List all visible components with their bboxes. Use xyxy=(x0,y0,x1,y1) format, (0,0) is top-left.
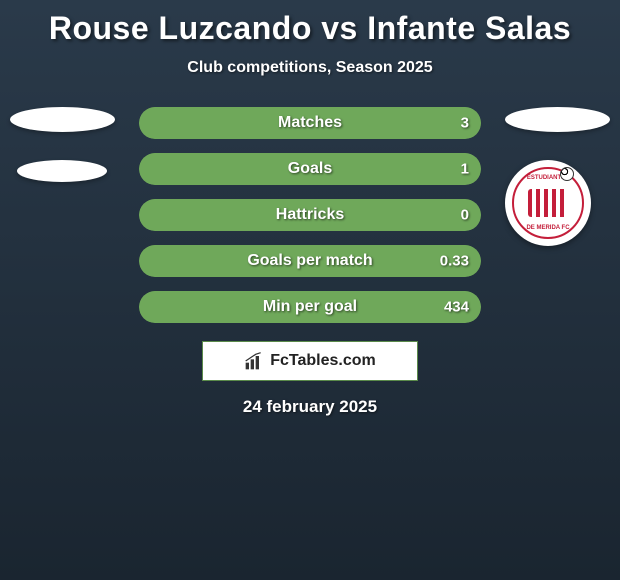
soccer-ball-icon xyxy=(560,167,574,181)
stat-value-right: 1 xyxy=(461,161,469,178)
player-badge-placeholder-small xyxy=(17,160,107,182)
club-badge: ESTUDIANTES DE MERIDA FC xyxy=(505,160,591,246)
stat-value-right: 0.33 xyxy=(440,253,469,270)
club-badge-stripes-icon xyxy=(528,189,568,217)
logo-box[interactable]: FcTables.com xyxy=(202,341,418,381)
stat-value-right: 0 xyxy=(461,207,469,224)
date-text: 24 february 2025 xyxy=(10,397,610,417)
stat-label: Goals per match xyxy=(247,252,372,270)
player-badge-placeholder xyxy=(10,107,115,132)
stat-row-matches: Matches 3 xyxy=(139,107,481,139)
stat-row-min-per-goal: Min per goal 434 xyxy=(139,291,481,323)
logo-text: FcTables.com xyxy=(270,352,376,370)
stats-container: ESTUDIANTES DE MERIDA FC Matches 3 Goals… xyxy=(0,107,620,417)
stat-label: Goals xyxy=(288,160,332,178)
player-badge-placeholder xyxy=(505,107,610,132)
stat-value-right: 3 xyxy=(461,115,469,132)
stat-label: Hattricks xyxy=(276,206,344,224)
page-title: Rouse Luzcando vs Infante Salas xyxy=(0,10,620,47)
club-badge-bottom-text: DE MERIDA FC xyxy=(526,225,569,231)
stat-row-goals: Goals 1 xyxy=(139,153,481,185)
stat-value-right: 434 xyxy=(444,299,469,316)
right-badge-column: ESTUDIANTES DE MERIDA FC xyxy=(505,107,610,246)
page-subtitle: Club competitions, Season 2025 xyxy=(0,59,620,77)
stat-row-hattricks: Hattricks 0 xyxy=(139,199,481,231)
club-badge-inner: ESTUDIANTES DE MERIDA FC xyxy=(512,167,584,239)
left-badge-column xyxy=(10,107,115,210)
stat-row-goals-per-match: Goals per match 0.33 xyxy=(139,245,481,277)
stat-rows: Matches 3 Goals 1 Hattricks 0 Goals per … xyxy=(139,107,481,323)
header: Rouse Luzcando vs Infante Salas Club com… xyxy=(0,0,620,77)
stat-label: Min per goal xyxy=(263,298,357,316)
stat-label: Matches xyxy=(278,114,342,132)
bar-chart-icon xyxy=(244,351,264,371)
